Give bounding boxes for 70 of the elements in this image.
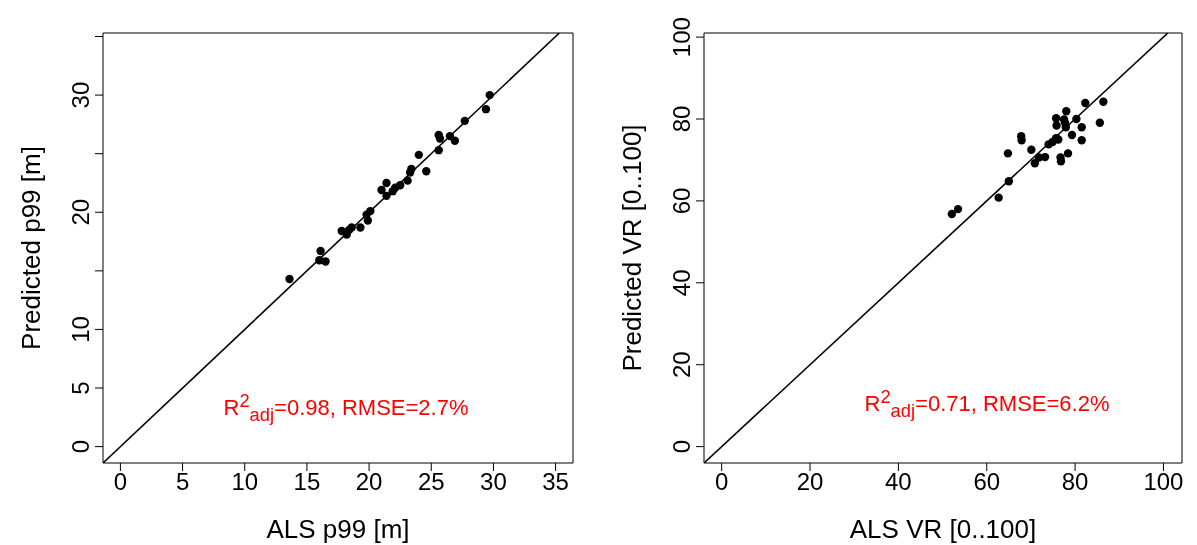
point <box>403 176 412 185</box>
point <box>460 116 470 126</box>
point <box>1072 114 1081 124</box>
x-tick-label: 40 <box>885 468 912 496</box>
point <box>316 246 325 256</box>
point <box>481 104 491 114</box>
x-tick-label: 60 <box>973 468 1001 496</box>
y-tick-label: 80 <box>668 105 695 133</box>
x-tick-label: 5 <box>175 468 190 496</box>
y-tick-label: 100 <box>668 17 695 58</box>
y-tick-label: 20 <box>668 351 695 379</box>
y-axis-title: Predicted p99 [m] <box>16 146 47 350</box>
point <box>285 274 294 284</box>
point <box>435 134 445 143</box>
point <box>377 185 386 195</box>
y-tick-label: 0 <box>668 439 695 454</box>
x-tick-label: 30 <box>480 468 507 496</box>
point <box>321 257 330 266</box>
point <box>366 206 375 216</box>
point <box>407 164 416 174</box>
point <box>382 178 391 188</box>
x-tick-label: 0 <box>113 468 128 496</box>
point <box>414 150 424 160</box>
x-axis-title: ALS VR [0..100] <box>849 514 1037 544</box>
point <box>1004 177 1014 186</box>
y-tick-label: 60 <box>668 187 695 215</box>
x-tick-label: 0 <box>714 468 729 496</box>
x-tick-label: 35 <box>542 468 569 496</box>
point <box>947 209 957 219</box>
y-tick-label: 20 <box>67 198 94 226</box>
x-tick-label: 15 <box>293 468 321 496</box>
point <box>1081 98 1090 108</box>
point <box>1017 136 1026 145</box>
x-tick-label: 100 <box>1143 468 1184 496</box>
point <box>1077 136 1086 145</box>
point <box>356 223 365 232</box>
x-axis-title: ALS p99 [m] <box>266 514 410 544</box>
x-tick-label: 20 <box>796 468 824 496</box>
annotation: R$^{2}$$_{adj}$=0.71, RMSE=6.2% <box>864 386 1110 422</box>
y-tick-label: 0 <box>67 439 94 454</box>
point <box>1062 107 1071 116</box>
point <box>382 191 391 201</box>
point <box>1003 149 1013 158</box>
point <box>1063 149 1073 158</box>
annotation: R$^{2}$$_{adj}$=0.98, RMSE=2.7% <box>223 390 469 426</box>
point <box>1067 130 1077 140</box>
x-tick-label: 25 <box>417 468 445 496</box>
point <box>1095 118 1105 127</box>
point <box>1099 97 1108 106</box>
point <box>1027 145 1036 154</box>
point <box>1052 121 1061 130</box>
point <box>1040 152 1050 162</box>
x-tick-label: 10 <box>231 468 259 496</box>
point <box>434 145 443 155</box>
point <box>395 181 405 190</box>
y-tick-label: 10 <box>67 316 94 343</box>
point <box>994 193 1003 202</box>
point <box>1051 113 1061 123</box>
y-tick-label: 40 <box>668 269 695 297</box>
point <box>1077 122 1086 132</box>
point <box>363 216 373 225</box>
y-tick-label: 30 <box>67 81 94 109</box>
point <box>953 204 963 214</box>
y-axis-title: Predicted VR [0..100] <box>617 124 648 372</box>
point <box>450 136 460 145</box>
point <box>422 167 431 176</box>
y-tick-label: 5 <box>67 381 94 395</box>
x-tick-label: 80 <box>1061 468 1089 496</box>
point <box>485 90 494 100</box>
x-tick-label: 20 <box>355 468 383 496</box>
